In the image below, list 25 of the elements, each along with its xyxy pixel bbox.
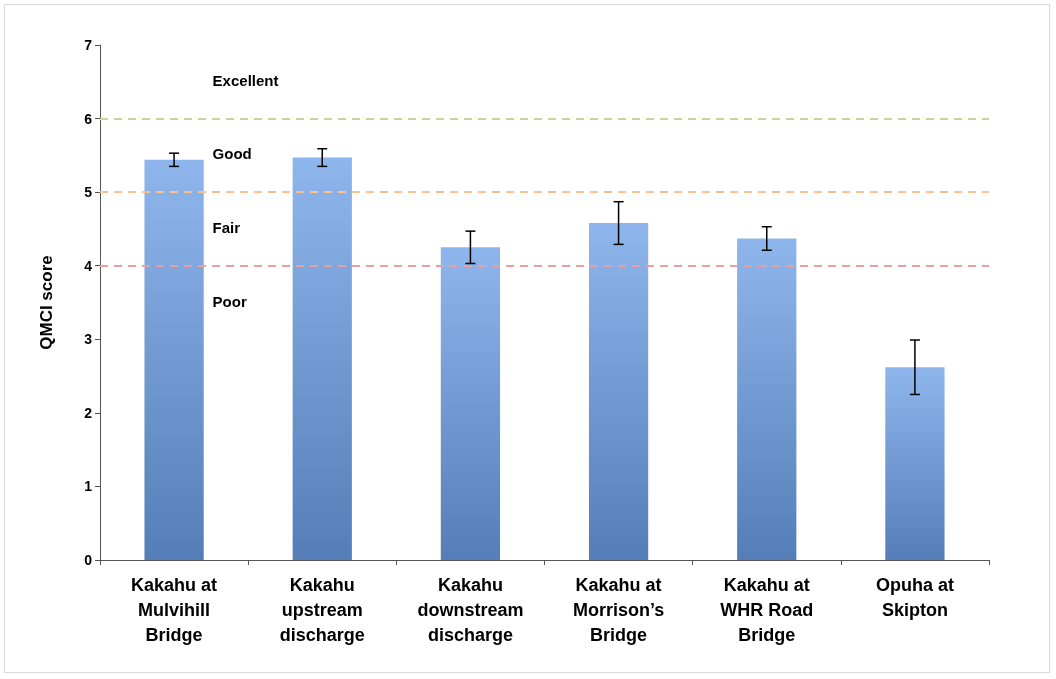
y-tick-label: 3 (84, 331, 93, 348)
y-axis-title: QMCI score (37, 255, 56, 350)
bar (440, 247, 501, 560)
y-tick-label: 6 (84, 110, 93, 127)
annotation: Fair (212, 218, 241, 236)
x-tick-label: Kakahu at Morrison’s Bridge (572, 574, 665, 645)
y-tick-label: 1 (84, 478, 93, 495)
x-tick-label: Kakahu downstream discharge (417, 574, 524, 645)
x-tick-label: Opuha at Skipton (875, 574, 954, 620)
bar (588, 223, 649, 560)
y-tick-label: 7 (84, 37, 93, 53)
y-tick-label: 5 (84, 184, 93, 201)
y-tick-label: 4 (84, 257, 93, 274)
x-tick-label: Kakahu upstream discharge (279, 574, 365, 645)
bar (885, 367, 945, 560)
bar (144, 159, 204, 560)
y-tick-label: 2 (84, 404, 93, 421)
x-tick-label: Kakahu at Mulvihill Bridge (131, 574, 218, 645)
annotation: Excellent (212, 71, 279, 89)
x-tick-label: Kakahu at WHR Road Bridge (720, 574, 814, 645)
annotation: Good (212, 145, 252, 163)
bar (737, 238, 797, 560)
y-tick-label: 0 (84, 552, 93, 568)
bar (292, 157, 352, 560)
annotation: Poor (212, 292, 247, 310)
